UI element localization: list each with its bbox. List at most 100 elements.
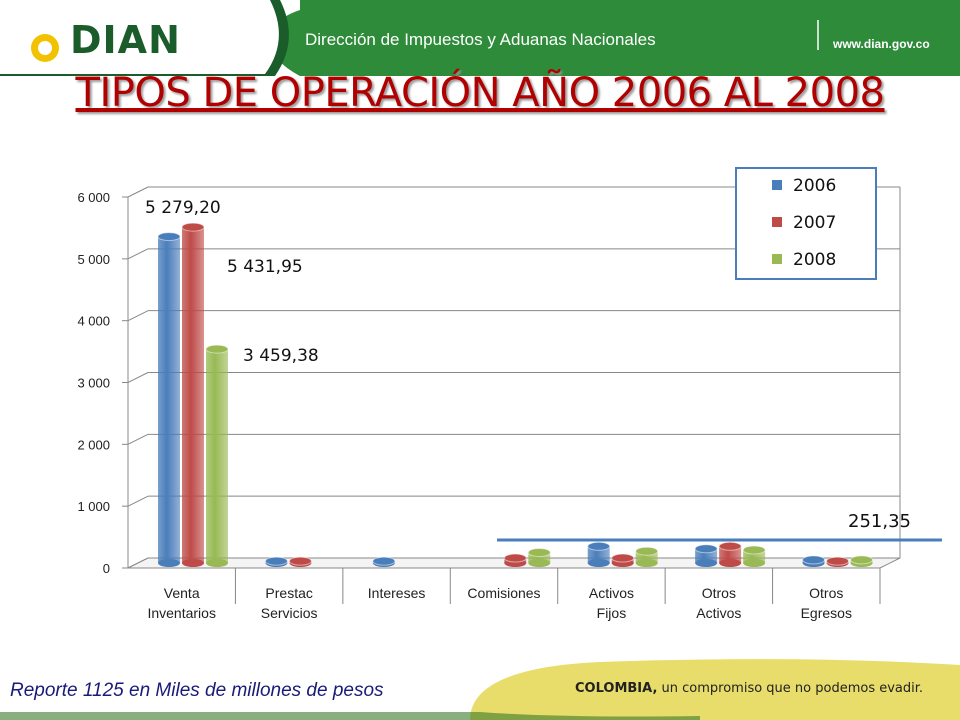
- legend-label-2006: 2006: [793, 176, 836, 196]
- bar-body: [635, 551, 658, 563]
- bar-2008-6: [850, 555, 874, 567]
- y-tick-label: 3 000: [77, 376, 110, 391]
- bar-2007-6: [826, 556, 850, 567]
- bar-2006-5: [694, 544, 718, 567]
- chart-labels: 0 1 000 2 000 3 000 4 000 5 000 6 000 Venta Inve…: [77, 190, 942, 621]
- x-tick-label: Venta: [164, 585, 200, 601]
- bar-body: [182, 227, 204, 563]
- bar-2008-4: [635, 546, 659, 567]
- grid-depth-line: [127, 248, 149, 260]
- bar-top: [826, 556, 850, 566]
- dian-logo-text: DIAN: [70, 18, 181, 62]
- header-subtitle: Dirección de Impuestos y Aduanas Naciona…: [305, 30, 656, 49]
- legend-label-2007: 2007: [793, 213, 836, 233]
- chart-bars: [157, 222, 874, 567]
- grid-depth-line: [127, 495, 149, 507]
- slogan-rest: un compromiso que no podemos evadir.: [657, 681, 924, 696]
- bar-2008-5: [742, 545, 766, 567]
- bar-2007-0: [181, 222, 205, 567]
- legend-swatch-2007: [772, 217, 782, 227]
- bar-top: [694, 544, 718, 554]
- bar-2006-1: [264, 556, 288, 567]
- bar-top: [742, 545, 766, 555]
- bar-2008-3: [527, 547, 551, 567]
- bar-bottom: [158, 559, 180, 567]
- data-label: 251,35: [848, 511, 911, 532]
- x-tick-label: Activos: [589, 585, 634, 601]
- y-tick-label: 4 000: [77, 314, 110, 329]
- footer-slogan: COLOMBIA, un compromiso que no podemos e…: [575, 681, 923, 696]
- bar-bottom: [182, 559, 204, 567]
- header-banner: DIAN Dirección de Impuestos y Aduanas Na…: [0, 0, 960, 76]
- legend-swatch-2008: [772, 254, 782, 264]
- bar-top: [503, 553, 527, 563]
- grid-depth-line: [127, 310, 149, 322]
- chart-gridlines: [127, 186, 900, 569]
- bar-top: [611, 553, 635, 563]
- bar-chart: 0 1 000 2 000 3 000 4 000 5 000 6 000 Venta Inve…: [77, 167, 942, 621]
- slogan-bold: COLOMBIA,: [575, 681, 658, 696]
- bar-top: [850, 555, 874, 565]
- x-tick-label: Prestac: [265, 585, 312, 601]
- bar-2006-6: [802, 555, 826, 567]
- y-tick-label: 5 000: [77, 252, 110, 267]
- footer-note: Reporte 1125 en Miles de millones de pes…: [10, 680, 384, 701]
- bar-2006-4: [587, 541, 611, 567]
- bar-top: [527, 547, 551, 557]
- bar-top: [288, 556, 312, 566]
- bar-bottom: [587, 559, 610, 567]
- x-tick-label: Egresos: [801, 605, 852, 621]
- header-background: [0, 0, 960, 76]
- x-tick-label: Intereses: [368, 585, 426, 601]
- data-label: 5 431,95: [227, 257, 303, 277]
- x-tick-label: Comisiones: [467, 585, 540, 601]
- x-tick-label: Fijos: [597, 605, 627, 621]
- y-tick-label: 6 000: [77, 190, 110, 205]
- data-label: 5 279,20: [145, 198, 221, 218]
- x-tick-label: Activos: [696, 605, 741, 621]
- chart-legend: 2006 2007 2008: [735, 167, 877, 280]
- bar-top: [372, 556, 396, 566]
- bar-2007-1: [288, 556, 312, 567]
- x-tick-label: Servicios: [261, 605, 318, 621]
- legend-label-2008: 2008: [793, 250, 836, 270]
- bar-2006-2: [372, 556, 396, 567]
- legend-swatch-2006: [772, 180, 782, 190]
- grid-depth-line: [127, 186, 149, 198]
- bar-top: [181, 222, 205, 232]
- y-tick-label: 1 000: [77, 499, 110, 514]
- header-url: www.dian.gov.co: [833, 37, 930, 51]
- x-tick-label: Inventarios: [147, 605, 215, 621]
- bar-top: [205, 344, 229, 354]
- bar-2007-4: [611, 553, 635, 567]
- bar-bottom: [206, 559, 228, 567]
- y-tick-label: 2 000: [77, 437, 110, 452]
- bar-top: [157, 232, 181, 242]
- bar-bottom: [695, 559, 718, 567]
- x-tick-label: Otros: [809, 585, 843, 601]
- grid-depth-line: [127, 372, 149, 383]
- grid-depth-line: [127, 433, 149, 445]
- bar-top: [264, 556, 288, 566]
- bar-bottom: [743, 559, 766, 567]
- bar-bottom: [635, 559, 658, 567]
- bar-top: [587, 541, 611, 551]
- bar-2008-0: [205, 344, 229, 567]
- slide-title: TIPOS DE OPERACIÓN AÑO 2006 AL 2008: [75, 70, 885, 116]
- bar-body: [206, 349, 228, 563]
- bar-body: [719, 546, 742, 563]
- bar-top: [718, 541, 742, 551]
- data-label: 3 459,38: [243, 346, 319, 366]
- bar-2006-0: [157, 232, 181, 567]
- sun-logo-icon: [31, 34, 59, 62]
- bar-2007-3: [503, 553, 527, 567]
- bar-body: [587, 546, 610, 563]
- bar-bottom: [528, 559, 551, 567]
- bar-body: [158, 236, 180, 564]
- bar-body: [528, 552, 551, 563]
- bar-bottom: [719, 559, 742, 567]
- legend-box: [735, 167, 877, 280]
- bar-top: [635, 546, 659, 556]
- y-tick-label: 0: [103, 561, 110, 576]
- x-tick-label: Otros: [702, 585, 736, 601]
